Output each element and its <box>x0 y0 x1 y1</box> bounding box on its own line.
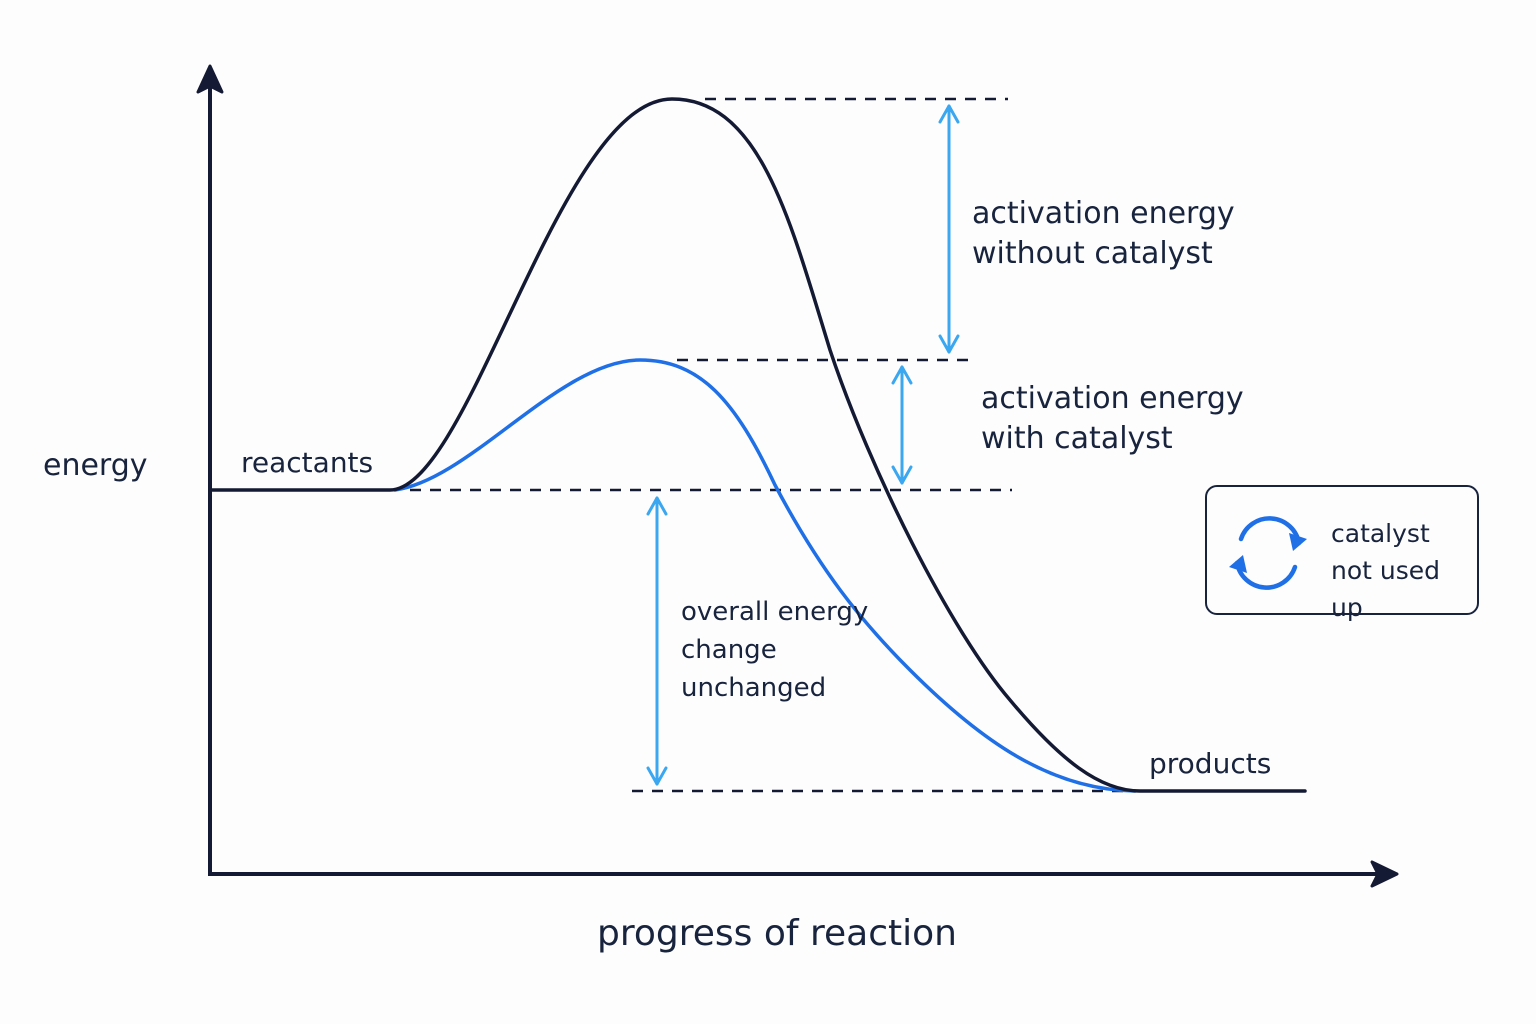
label-line: unchanged <box>681 673 827 703</box>
label-line: without catalyst <box>972 236 1213 271</box>
arrow-activation-without-catalyst <box>938 104 960 354</box>
label-line: with catalyst <box>981 421 1173 456</box>
x-axis-arrowhead <box>1370 860 1399 888</box>
uncatalysed-curve <box>208 97 1307 793</box>
legend-line-1: catalyst <box>1331 519 1430 548</box>
label-activation-without-catalyst: activation energy without catalyst <box>972 194 1235 274</box>
legend-line-2: not used up <box>1331 556 1441 622</box>
arrow-activation-with-catalyst <box>891 365 913 485</box>
label-line: activation energy <box>972 196 1235 231</box>
arrow-overall-energy-change <box>646 496 668 786</box>
catalyst-legend-box: catalyst not used up <box>1205 485 1479 622</box>
x-axis-label: progress of reaction <box>597 913 957 954</box>
label-line: change <box>681 635 777 665</box>
label-line: activation energy <box>981 381 1244 416</box>
legend-text: catalyst not used up <box>1331 515 1477 626</box>
cycle-arrows-icon <box>1229 516 1307 590</box>
catalysed-curve <box>393 358 1137 793</box>
label-activation-with-catalyst: activation energy with catalyst <box>981 379 1244 459</box>
reactants-label: reactants <box>241 446 374 479</box>
y-axis-label: energy <box>43 448 148 483</box>
label-overall-energy-change: overall energy change unchanged <box>681 593 868 707</box>
products-label: products <box>1149 747 1272 780</box>
y-axis-arrowhead <box>196 64 224 94</box>
label-line: overall energy <box>681 597 869 627</box>
